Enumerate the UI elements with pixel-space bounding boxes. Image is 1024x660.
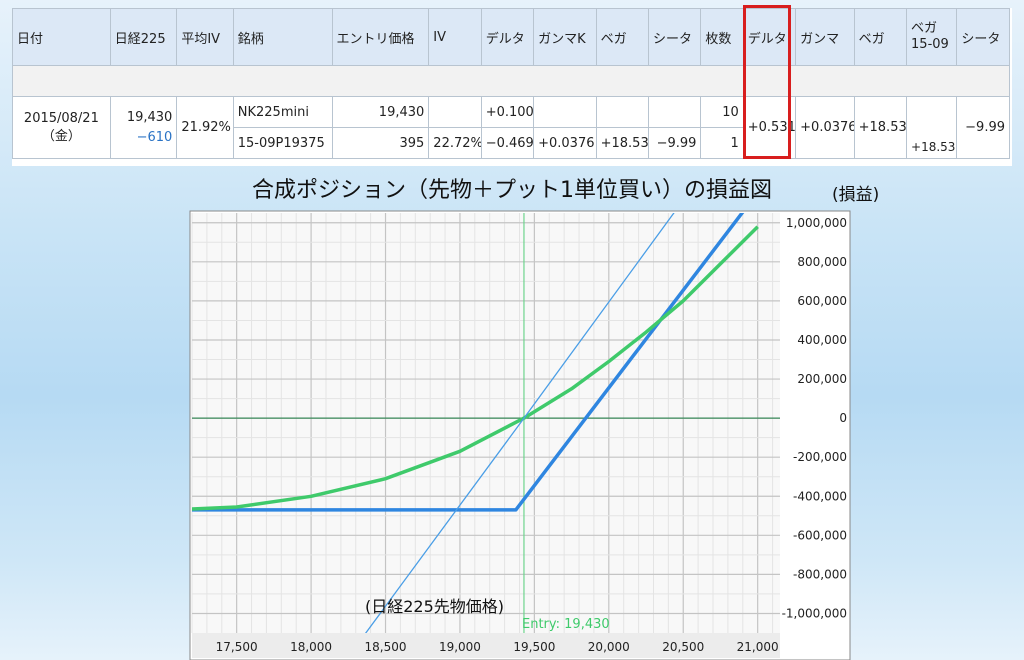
y-tick-label: -400,000 xyxy=(793,489,847,503)
y-unit-label: (損益) xyxy=(832,185,880,205)
col-date: 日付 xyxy=(12,8,111,66)
y-tick-label: 0 xyxy=(839,411,847,425)
table-header-row: 日付 日経225 平均IV 銘柄 エントリ価格 IV デルタ ガンマK ベガ シ… xyxy=(12,8,1010,66)
total-vega: +18.53 xyxy=(853,96,908,159)
delta-highlight-box xyxy=(743,5,791,159)
nikkei-change: −610 xyxy=(136,129,173,145)
col-nikkei: 日経225 xyxy=(109,8,178,66)
entry-price: 395 xyxy=(331,127,430,159)
delta-value: −0.469 xyxy=(480,127,535,159)
y-tick-label: 1,000,000 xyxy=(786,216,847,230)
avg-iv-value: 21.92% xyxy=(176,96,234,159)
col-gamma-k: ガンマK xyxy=(533,8,597,66)
y-tick-label: 200,000 xyxy=(797,372,847,386)
series-layer xyxy=(192,213,759,633)
issue-name: NK225mini xyxy=(232,96,333,128)
x-tick-label: 20,000 xyxy=(588,640,630,654)
vega-value: +18.53 xyxy=(595,127,650,159)
payoff-at-expiry-line xyxy=(192,213,745,512)
total-delta: +0.531 xyxy=(742,96,797,159)
plot-area xyxy=(192,213,780,633)
y-tick-label: -1,000,000 xyxy=(782,606,847,620)
col-total-vega-1509: ベガ 15-09 xyxy=(906,8,958,66)
total-vega-1509: +18.53 xyxy=(906,96,958,159)
payoff-current-curve xyxy=(192,225,759,511)
total-gamma: +0.0376 xyxy=(795,96,855,159)
col-total-delta: デルタ xyxy=(742,8,797,66)
col-vega: ベガ xyxy=(595,8,650,66)
x-tick-label: 17,500 xyxy=(216,640,258,654)
col-entry-price: エントリ価格 xyxy=(331,8,430,66)
theta-value: −9.99 xyxy=(648,127,702,159)
x-tick-label: 20,500 xyxy=(662,640,704,654)
col-avg-iv: 平均IV xyxy=(176,8,234,66)
x-tick-label: 18,000 xyxy=(290,640,332,654)
y-tick-label: -800,000 xyxy=(793,567,847,581)
x-tick-labels: 17,500 18,000 18,500 19,000 19,500 20,000 20,5… xyxy=(192,633,780,658)
gamma-value: +0.0376 xyxy=(533,127,597,159)
issue-name: 15-09P19375 xyxy=(232,127,333,159)
x-tick-label: 21,000 xyxy=(737,640,779,654)
y-tick-label: -600,000 xyxy=(793,528,847,542)
delta-value: +0.100 xyxy=(480,96,535,128)
x-unit-label: (日経225先物価格) xyxy=(365,597,504,616)
col-vega-label: ベガ xyxy=(911,21,938,36)
col-issue: 銘柄 xyxy=(232,8,333,66)
col-iv: IV xyxy=(428,8,482,66)
total-theta: −9.99 xyxy=(956,96,1010,159)
x-axis-band xyxy=(192,633,780,658)
x-tick-label: 19,500 xyxy=(513,640,555,654)
chart-title: 合成ポジション（先物＋プット1単位買い）の損益図 xyxy=(252,178,772,203)
y-tick-label: 600,000 xyxy=(797,294,847,308)
gamma-value xyxy=(533,96,597,128)
futures-only-line xyxy=(364,213,675,633)
x-tick-label: 19,000 xyxy=(439,640,481,654)
x-tick-label: 18,500 xyxy=(365,640,407,654)
position-table-panel: 日付 日経225 平均IV 銘柄 エントリ価格 IV デルタ ガンマK ベガ シ… xyxy=(12,8,1012,166)
y-tick-label: 800,000 xyxy=(797,255,847,269)
y-tick-label: -200,000 xyxy=(793,450,847,464)
weekday-value: （金） xyxy=(41,128,81,144)
col-lots: 枚数 xyxy=(700,8,744,66)
grid xyxy=(191,213,780,633)
iv-value: 22.72% xyxy=(428,127,482,159)
nikkei-cell: 19,430 −610 xyxy=(109,96,178,159)
y-tick-label: 400,000 xyxy=(797,333,847,347)
y-tick-labels: 1,000,000 800,000 600,000 400,000 200,000 0 -2… xyxy=(782,216,847,621)
table-row: 2015/08/21 （金） 19,430 −610 21.92% NK225min… xyxy=(12,96,1010,159)
position-table: 日付 日経225 平均IV 銘柄 エントリ価格 IV デルタ ガンマK ベガ シ… xyxy=(12,8,1010,159)
date-value: 2015/08/21 xyxy=(23,110,99,126)
lots-value: 1 xyxy=(700,127,744,159)
col-delta: デルタ xyxy=(480,8,535,66)
table-row: 15-09P19375 395 22.72% −0.469 +0.0376 +1… xyxy=(13,127,1010,159)
date-cell: 2015/08/21 （金） xyxy=(12,96,111,159)
nikkei-value: 19,430 xyxy=(126,109,173,125)
col-vega-month: 15-09 xyxy=(911,37,949,52)
entry-label: Entry: 19,430 xyxy=(522,617,610,632)
col-total-gamma: ガンマ xyxy=(795,8,855,66)
